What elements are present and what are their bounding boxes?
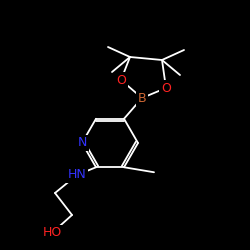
- Text: O: O: [161, 82, 171, 94]
- Text: B: B: [138, 92, 146, 104]
- Text: HO: HO: [42, 226, 62, 239]
- Text: O: O: [116, 74, 126, 86]
- Text: HN: HN: [68, 168, 86, 181]
- Text: N: N: [77, 136, 87, 149]
